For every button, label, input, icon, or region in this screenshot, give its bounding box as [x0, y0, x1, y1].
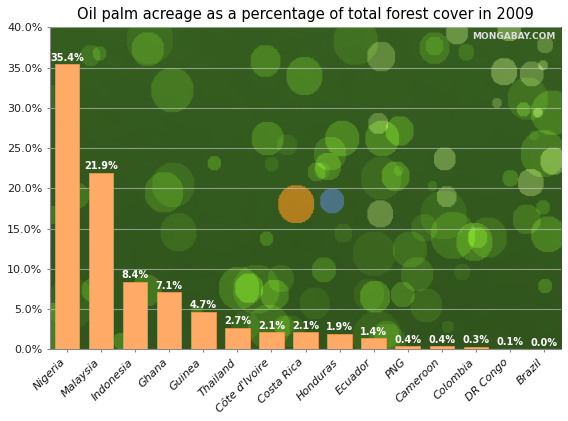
Bar	[225, 328, 249, 349]
Bar	[293, 333, 318, 349]
Bar	[191, 312, 215, 349]
Title: Oil palm acreage as a percentage of total forest cover in 2009: Oil palm acreage as a percentage of tota…	[77, 7, 534, 22]
Text: 2.1%: 2.1%	[292, 321, 319, 331]
Bar	[89, 173, 114, 349]
Bar	[55, 64, 80, 349]
Text: 2.7%: 2.7%	[224, 316, 251, 326]
Bar	[157, 292, 182, 349]
Bar	[361, 338, 386, 349]
Text: 0.1%: 0.1%	[496, 337, 524, 347]
Text: 7.1%: 7.1%	[156, 281, 183, 290]
Bar	[429, 346, 454, 349]
Bar	[259, 333, 283, 349]
Text: 8.4%: 8.4%	[122, 270, 149, 280]
Text: 0.3%: 0.3%	[462, 336, 490, 345]
Text: 1.4%: 1.4%	[360, 327, 387, 336]
Text: 2.1%: 2.1%	[258, 321, 285, 331]
Bar	[327, 334, 352, 349]
Text: 1.9%: 1.9%	[326, 322, 353, 333]
Bar	[463, 347, 488, 349]
Text: 35.4%: 35.4%	[50, 53, 84, 63]
Text: 0.4%: 0.4%	[394, 335, 421, 344]
Text: MONGABAY.COM: MONGABAY.COM	[473, 32, 556, 41]
Text: 4.7%: 4.7%	[190, 300, 217, 310]
Text: 0.4%: 0.4%	[428, 335, 456, 344]
Bar	[123, 282, 148, 349]
Bar	[395, 346, 420, 349]
Text: 0.0%: 0.0%	[531, 338, 558, 348]
Text: 21.9%: 21.9%	[84, 161, 118, 171]
